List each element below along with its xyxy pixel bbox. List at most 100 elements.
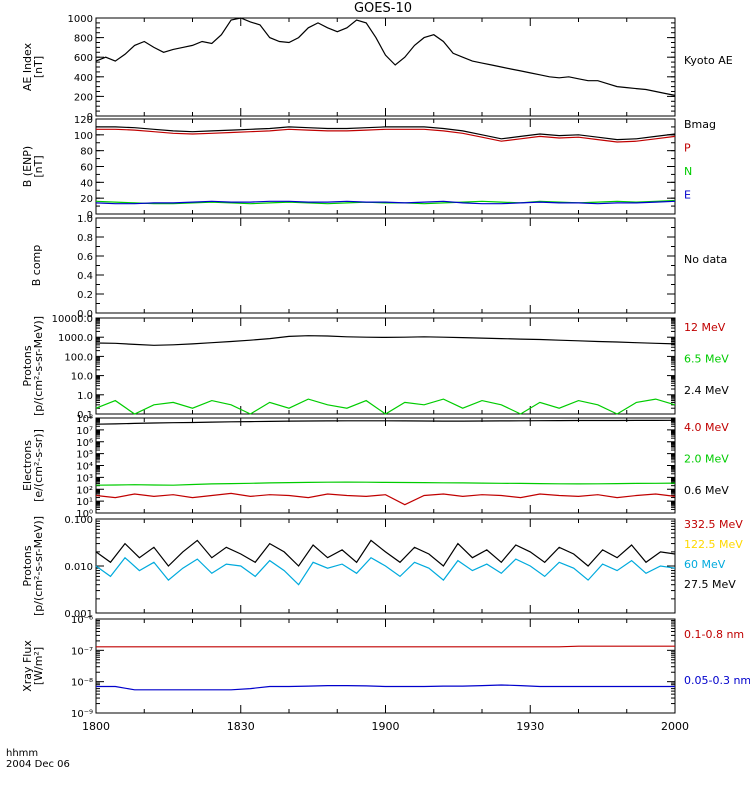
legend-entry: 0.05-0.3 nm	[684, 674, 750, 687]
y-tick-label: 10⁻⁹	[71, 709, 93, 720]
y-tick-label: 200	[74, 92, 93, 103]
y-tick-label: 10⁰	[76, 509, 93, 520]
y-tick-label: 600	[74, 53, 93, 64]
panel-frame	[95, 317, 676, 415]
y-tick-label: 1000	[68, 14, 93, 25]
legend-entry: 6.5 MeV	[684, 353, 729, 366]
y-tick-label: 100.0	[64, 352, 93, 363]
legend-entry: E	[684, 189, 691, 202]
y-tick-label: 100	[74, 131, 93, 142]
y-tick-label: 80	[80, 147, 93, 158]
series-line	[95, 492, 676, 506]
y-tick-label: 0	[87, 210, 93, 221]
y-tick-label: 0.6	[77, 252, 93, 263]
y-tick-label: 10⁷	[76, 426, 93, 437]
series-line	[95, 335, 676, 346]
y-tick-label: 10⁻⁸	[71, 678, 93, 689]
y-tick-label: 1.0	[77, 391, 93, 402]
y-axis-label: [W/m²]	[32, 647, 45, 685]
y-tick-label: 10⁴	[76, 462, 93, 473]
series-line	[96, 684, 675, 691]
y-axis-label: Protons	[21, 345, 34, 386]
panel-frame	[95, 217, 676, 314]
legend-entry: 2.0 MeV	[684, 453, 729, 466]
legend-entry: Bmag	[684, 118, 716, 131]
y-tick-label: 0.010	[64, 562, 93, 573]
y-tick-label: 0.1	[77, 410, 93, 421]
panel-4: 0.1 1.0 10.0 100.0 1000.0 10000.0 Protons[p/(c…	[21, 314, 729, 421]
y-axis-label: Electrons	[21, 440, 34, 491]
y-axis-label: [p/(cm²-s-sr-MeV)]	[32, 316, 45, 416]
y-tick-label: 40	[80, 178, 93, 189]
y-tick-label: 10³	[76, 473, 93, 484]
y-axis-label: AE Index	[21, 42, 34, 91]
series-line	[95, 17, 676, 96]
y-tick-label: 60	[80, 163, 93, 174]
series-line	[95, 398, 676, 415]
legend-entry: 2.4 MeV	[684, 384, 729, 397]
panel-frame	[95, 618, 676, 714]
y-tick-label: 10⁻⁶	[71, 615, 93, 626]
legend-entry: 122.5 MeV	[684, 538, 743, 551]
panel-2: 0 20 40 60 80 100 120 B (ENP)[nT] Bmag PNE	[21, 115, 716, 221]
series-line	[96, 126, 676, 141]
y-axis-label: [nT]	[32, 56, 45, 78]
y-axis-label: B (ENP)	[21, 146, 34, 187]
y-tick-label: 0.4	[77, 271, 93, 282]
y-tick-label: 0.001	[64, 609, 93, 620]
legend-entry: 332.5 MeV	[684, 518, 743, 531]
y-axis-label: [nT]	[32, 155, 45, 177]
legend-entry: No data	[684, 253, 727, 266]
y-tick-label: 10⁸	[76, 414, 93, 425]
y-tick-label: 0.0	[77, 309, 93, 320]
series-line	[95, 419, 676, 425]
y-tick-label: 0.8	[77, 233, 93, 244]
y-axis-label: Protons	[21, 545, 34, 586]
legend-entry: 0.1-0.8 nm	[684, 628, 744, 641]
x-tick-label: 1900	[372, 720, 400, 733]
y-tick-label: 10¹	[76, 497, 93, 508]
chart-title: GOES-10	[354, 1, 412, 16]
y-tick-label: 0.2	[77, 290, 93, 301]
legend-entry: 4.0 MeV	[684, 421, 729, 434]
y-tick-label: 400	[74, 73, 93, 84]
x-tick-label: 1800	[82, 720, 110, 733]
x-tick-label: 1930	[516, 720, 544, 733]
y-tick-label: 1000.0	[58, 333, 93, 344]
legend-entry: 12 MeV	[684, 321, 726, 334]
series-line	[96, 128, 676, 143]
panel-1: 0 200 400 600 800 1000 AE Index[nT] Kyoto AE	[21, 14, 733, 123]
panel-7: 10⁻⁹ 10⁻⁸ 10⁻⁷ 10⁻⁶ Xray Flux[W/m²] 0.1-0.8 n…	[21, 615, 750, 720]
series-line	[95, 539, 676, 567]
panel-6: 0.001 0.010 0.100 Protons[p/(cm²-s-sr-MeV)]…	[21, 515, 743, 620]
series-line	[95, 481, 676, 486]
panel-frame	[95, 417, 676, 514]
series-line	[95, 200, 676, 205]
date-label: 2004 Dec 06	[6, 759, 70, 770]
x-tick-label: 2000	[661, 720, 689, 733]
x-tick-label: 1830	[227, 720, 255, 733]
legend-entry: N	[684, 165, 692, 178]
y-tick-label: 20	[80, 194, 93, 205]
y-axis-label: Xray Flux	[21, 640, 34, 692]
y-tick-label: 10.0	[71, 372, 93, 383]
y-axis-label: [e/(cm²-s-sr)]	[32, 429, 45, 502]
legend-entry: P	[684, 142, 691, 155]
y-tick-label: 120	[74, 115, 93, 126]
y-tick-label: 10⁻⁷	[71, 646, 93, 657]
y-axis-label: B comp	[30, 245, 43, 287]
y-tick-label: 1.0	[77, 214, 93, 225]
legend-entry: 27.5 MeV	[684, 578, 736, 591]
y-tick-label: 0.100	[64, 515, 93, 526]
series-line	[95, 556, 676, 586]
y-tick-label: 10⁶	[76, 438, 93, 449]
series-line	[96, 645, 675, 648]
time-axis-label: hhmm	[6, 748, 38, 759]
legend-entry: Kyoto AE	[684, 54, 733, 67]
legend-entry: 60 MeV	[684, 558, 726, 571]
y-tick-label: 800	[74, 34, 93, 45]
y-axis-label: [p/(cm²-s-sr-MeV)]	[32, 516, 45, 616]
y-tick-label: 10000.0	[52, 314, 93, 325]
